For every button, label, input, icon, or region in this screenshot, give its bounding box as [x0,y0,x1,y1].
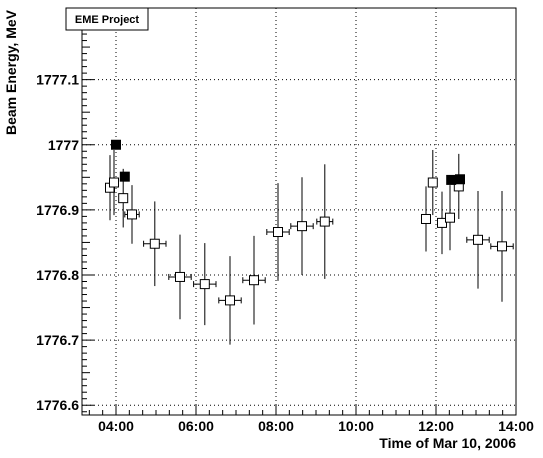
axis-ticks [82,7,517,415]
x-axis-label: Time of Mar 10, 2006 [379,435,516,451]
open-square-point [290,177,314,275]
filled-square-point [446,174,457,185]
open-square-marker [473,234,483,245]
open-square-point [143,201,167,287]
open-square-point [466,190,490,289]
open-square-point [109,149,119,216]
filled-square-marker [119,171,130,182]
open-square-marker [149,238,160,249]
filled-square-point [455,174,465,185]
open-square-point [168,234,192,320]
open-square-point [445,185,455,251]
open-square-point [427,149,438,216]
x-tick-label: 08:00 [258,418,294,434]
open-square-marker [249,275,259,286]
y-tick-label: 1776.7 [36,332,79,348]
title-box-frame [65,7,149,31]
open-square-point [316,164,334,279]
y-tick-label: 1776.6 [36,397,79,413]
title-box-text: EME Project [75,14,140,26]
x-tick-label: 14:00 [498,418,534,434]
open-square-marker [497,241,507,252]
y-axis-label: Beam Energy, MeV [3,9,19,135]
y-tick-label: 1776.8 [36,267,79,283]
filled-square-point [111,139,121,150]
filled-square-marker [111,139,121,150]
open-square-marker [225,295,235,306]
filled-square-point [119,171,130,182]
open-square-marker [427,177,438,188]
open-square-point [490,190,514,302]
open-square-marker [109,177,119,188]
open-square-marker [175,271,185,282]
open-square-point [218,256,242,345]
open-square-marker [118,193,129,204]
y-tick-label: 1777.1 [36,72,79,88]
open-square-point [124,185,140,244]
open-square-point [242,235,266,325]
x-tick-label: 06:00 [178,418,214,434]
x-tick-label: 10:00 [338,418,374,434]
open-square-marker [445,212,455,223]
open-square-marker [273,227,283,238]
open-square-marker [297,221,307,232]
plot-frame [81,7,517,416]
open-square-point [421,186,431,252]
open-square-marker [421,213,431,224]
open-square-marker [437,217,447,228]
x-tick-label: 04:00 [98,418,134,434]
open-square-marker [127,209,137,220]
title-box: EME Project [65,7,149,31]
open-square-marker [319,216,330,227]
y-tick-label: 1776.9 [36,202,79,218]
y-tick-label: 1777 [48,137,79,153]
open-square-point [266,183,290,281]
filled-square-marker [455,174,465,185]
data-points [105,139,514,345]
open-square-marker [199,279,210,290]
filled-square-marker [446,174,457,185]
open-square-point [193,243,217,326]
tick-labels: 04:00 06:00 08:00 10:00 12:00 14:00 1776.6 1776… [36,72,534,434]
x-tick-label: 12:00 [418,418,454,434]
